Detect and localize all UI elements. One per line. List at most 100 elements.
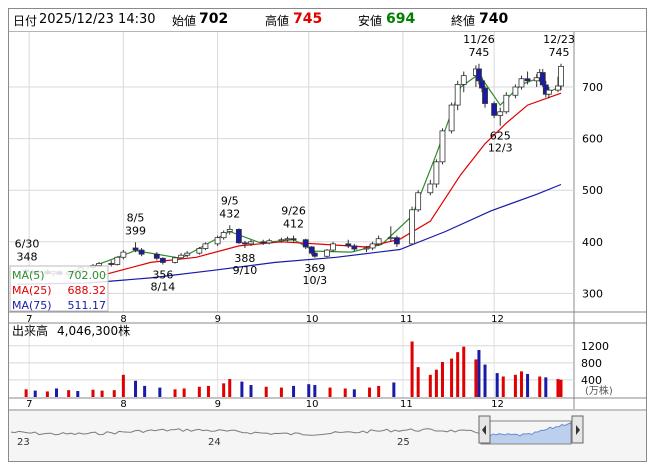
candle-body <box>427 183 434 194</box>
date-value: 2025/12/23 14:30 <box>39 12 156 27</box>
candle <box>266 238 273 245</box>
candle <box>153 252 160 261</box>
candle <box>196 246 203 255</box>
ma-line-ma75 <box>16 183 562 285</box>
candle-body <box>448 104 455 132</box>
candle-body <box>460 75 467 85</box>
candle-body <box>476 68 482 82</box>
legend-box <box>9 265 109 312</box>
annotation-label: 6/30 <box>15 238 40 251</box>
candle-body <box>311 252 318 257</box>
month-label: 10 <box>306 314 319 325</box>
volume-bar <box>134 380 138 397</box>
candle-body <box>159 257 166 263</box>
annotation-label: 8/5 <box>127 211 145 224</box>
candle-body <box>324 249 330 257</box>
candle-body <box>409 209 415 245</box>
volume-bar <box>410 341 414 397</box>
candle-body <box>226 229 233 232</box>
candle <box>558 63 564 91</box>
volume-bar <box>352 389 356 397</box>
navigator-year: 23 <box>17 437 30 448</box>
annotation-label: 9/26 <box>281 205 306 218</box>
candle <box>415 190 422 212</box>
volume-bar <box>501 376 505 397</box>
navigator-right-handle[interactable] <box>571 415 584 444</box>
navigator-left-handle[interactable] <box>478 415 491 444</box>
annotation-label: 432 <box>219 207 240 220</box>
candle-body <box>330 243 336 251</box>
candle-body <box>278 239 285 242</box>
annotation-label: 369 <box>304 262 325 275</box>
month-label: 9 <box>215 399 221 410</box>
candle <box>120 250 127 260</box>
candle-body <box>524 78 531 82</box>
candle-body <box>479 80 485 89</box>
month-label: 7 <box>26 314 32 325</box>
candle <box>460 71 467 93</box>
candle-body <box>132 247 139 251</box>
candle <box>138 247 145 257</box>
candle-body <box>439 130 446 163</box>
volume-bar <box>559 379 563 397</box>
price-y-axis: 700 600 500 400 300 <box>582 81 603 300</box>
month-label: 8 <box>120 314 126 325</box>
annotation-label: 9/5 <box>221 194 239 207</box>
candle <box>497 107 504 126</box>
volume-unit: (万株) <box>585 384 613 397</box>
volume-bars <box>24 341 563 397</box>
low-value: 694 <box>386 11 416 27</box>
annotation-label: 399 <box>125 224 146 237</box>
candle-body <box>214 237 221 245</box>
candle-body <box>172 257 178 263</box>
volume-bar <box>368 387 372 397</box>
volume-bar <box>474 359 478 397</box>
volume-bar <box>222 383 226 397</box>
volume-bar <box>495 373 499 397</box>
candle-body <box>96 263 102 266</box>
volume-bar <box>328 387 332 397</box>
candle <box>114 256 121 266</box>
left-arrow-icon <box>482 425 486 435</box>
candle-body <box>533 77 540 82</box>
volume-bar <box>477 350 481 397</box>
open-value: 702 <box>199 11 229 27</box>
annotation-label: 388 <box>234 252 255 265</box>
volume-bar <box>513 374 517 397</box>
price-y-tick: 600 <box>582 133 603 146</box>
annotation-label: 8/14 <box>151 281 176 294</box>
legend-name: MA(75) <box>12 299 52 312</box>
candle <box>345 239 352 248</box>
candle-body <box>138 249 145 255</box>
candle <box>427 179 434 196</box>
volume-bar <box>307 384 311 397</box>
candle-body <box>248 241 254 245</box>
candle-body <box>545 89 552 95</box>
candle <box>330 241 336 253</box>
volume-y-tick: 400 <box>581 374 602 387</box>
volume-bar <box>292 385 296 397</box>
volume-bar <box>182 388 186 397</box>
open-label: 始値 <box>172 14 197 28</box>
price-y-tick: 500 <box>582 184 603 197</box>
candle <box>178 253 185 260</box>
candlesticks <box>23 63 564 277</box>
stock-chart-panel: 日付 2025/12/23 14:30 始値 702 高値 745 安値 694… <box>8 8 647 462</box>
candle <box>369 241 376 251</box>
price-y-tick: 400 <box>582 236 603 249</box>
candle <box>433 159 440 188</box>
candle-body <box>558 65 564 87</box>
candle-body <box>415 192 422 211</box>
candle <box>363 245 370 253</box>
navigator-selected-area <box>489 422 572 445</box>
legend-name: MA(25) <box>12 284 52 297</box>
candle-body <box>290 238 297 241</box>
volume-bar <box>91 389 95 397</box>
candle <box>375 235 382 246</box>
candle <box>172 256 178 264</box>
candle-body <box>512 86 519 96</box>
volume-bar <box>143 385 147 397</box>
annotation-label: 10/3 <box>302 274 327 287</box>
month-label: 9 <box>215 314 221 325</box>
volume-bar <box>173 389 177 397</box>
